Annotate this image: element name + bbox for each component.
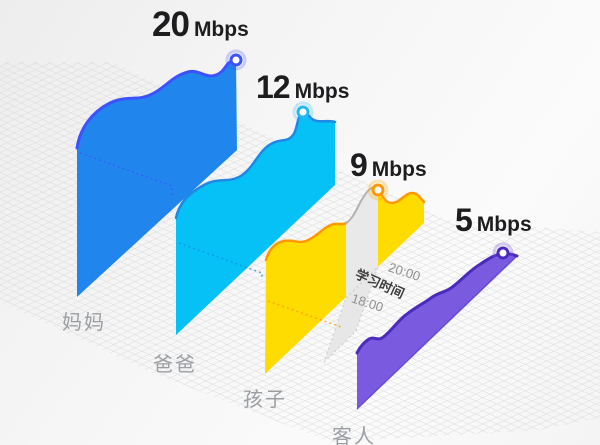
child-wave-line-right xyxy=(376,188,426,205)
name-label-dad: 爸爸 xyxy=(153,354,197,376)
value-label-dad: 12 Mbps xyxy=(256,69,349,106)
wave-guest xyxy=(355,252,519,410)
unit-mom: Mbps xyxy=(193,18,249,41)
marker-guest[interactable] xyxy=(492,242,514,264)
value-label-mom: 20 Mbps xyxy=(152,5,249,45)
marker-mom[interactable] xyxy=(225,49,247,71)
name-label-child: 孩子 xyxy=(243,389,287,411)
mom-wave-area xyxy=(77,60,237,297)
value-child: 9 xyxy=(350,147,368,183)
value-dad: 12 xyxy=(256,69,291,105)
value-label-child: 9 Mbps xyxy=(350,147,427,184)
marker-child[interactable] xyxy=(367,179,389,201)
wave-mom xyxy=(75,59,238,297)
mom-wave-line xyxy=(75,59,238,150)
marker-dad[interactable] xyxy=(292,101,314,123)
value-guest: 5 xyxy=(455,202,473,238)
study-time-floor-band xyxy=(323,266,379,363)
unit-guest: Mbps xyxy=(476,213,532,236)
value-mom: 20 xyxy=(152,5,190,44)
wave-child: 20:00 学习时间 18:00 xyxy=(264,186,426,374)
value-label-guest: 5 Mbps xyxy=(455,202,532,239)
dad-wave-line xyxy=(174,110,337,220)
name-label-guest: 客人 xyxy=(332,426,376,445)
wave-dad xyxy=(174,110,337,335)
unit-child: Mbps xyxy=(371,158,427,181)
child-wave-line-left xyxy=(264,221,348,262)
unit-dad: Mbps xyxy=(294,80,350,103)
child-wave-area xyxy=(265,187,424,374)
guest-bottom-edge xyxy=(356,255,518,410)
dad-wave-area xyxy=(176,111,335,335)
guest-wave-line xyxy=(355,252,519,355)
name-label-mom: 妈妈 xyxy=(62,312,106,334)
